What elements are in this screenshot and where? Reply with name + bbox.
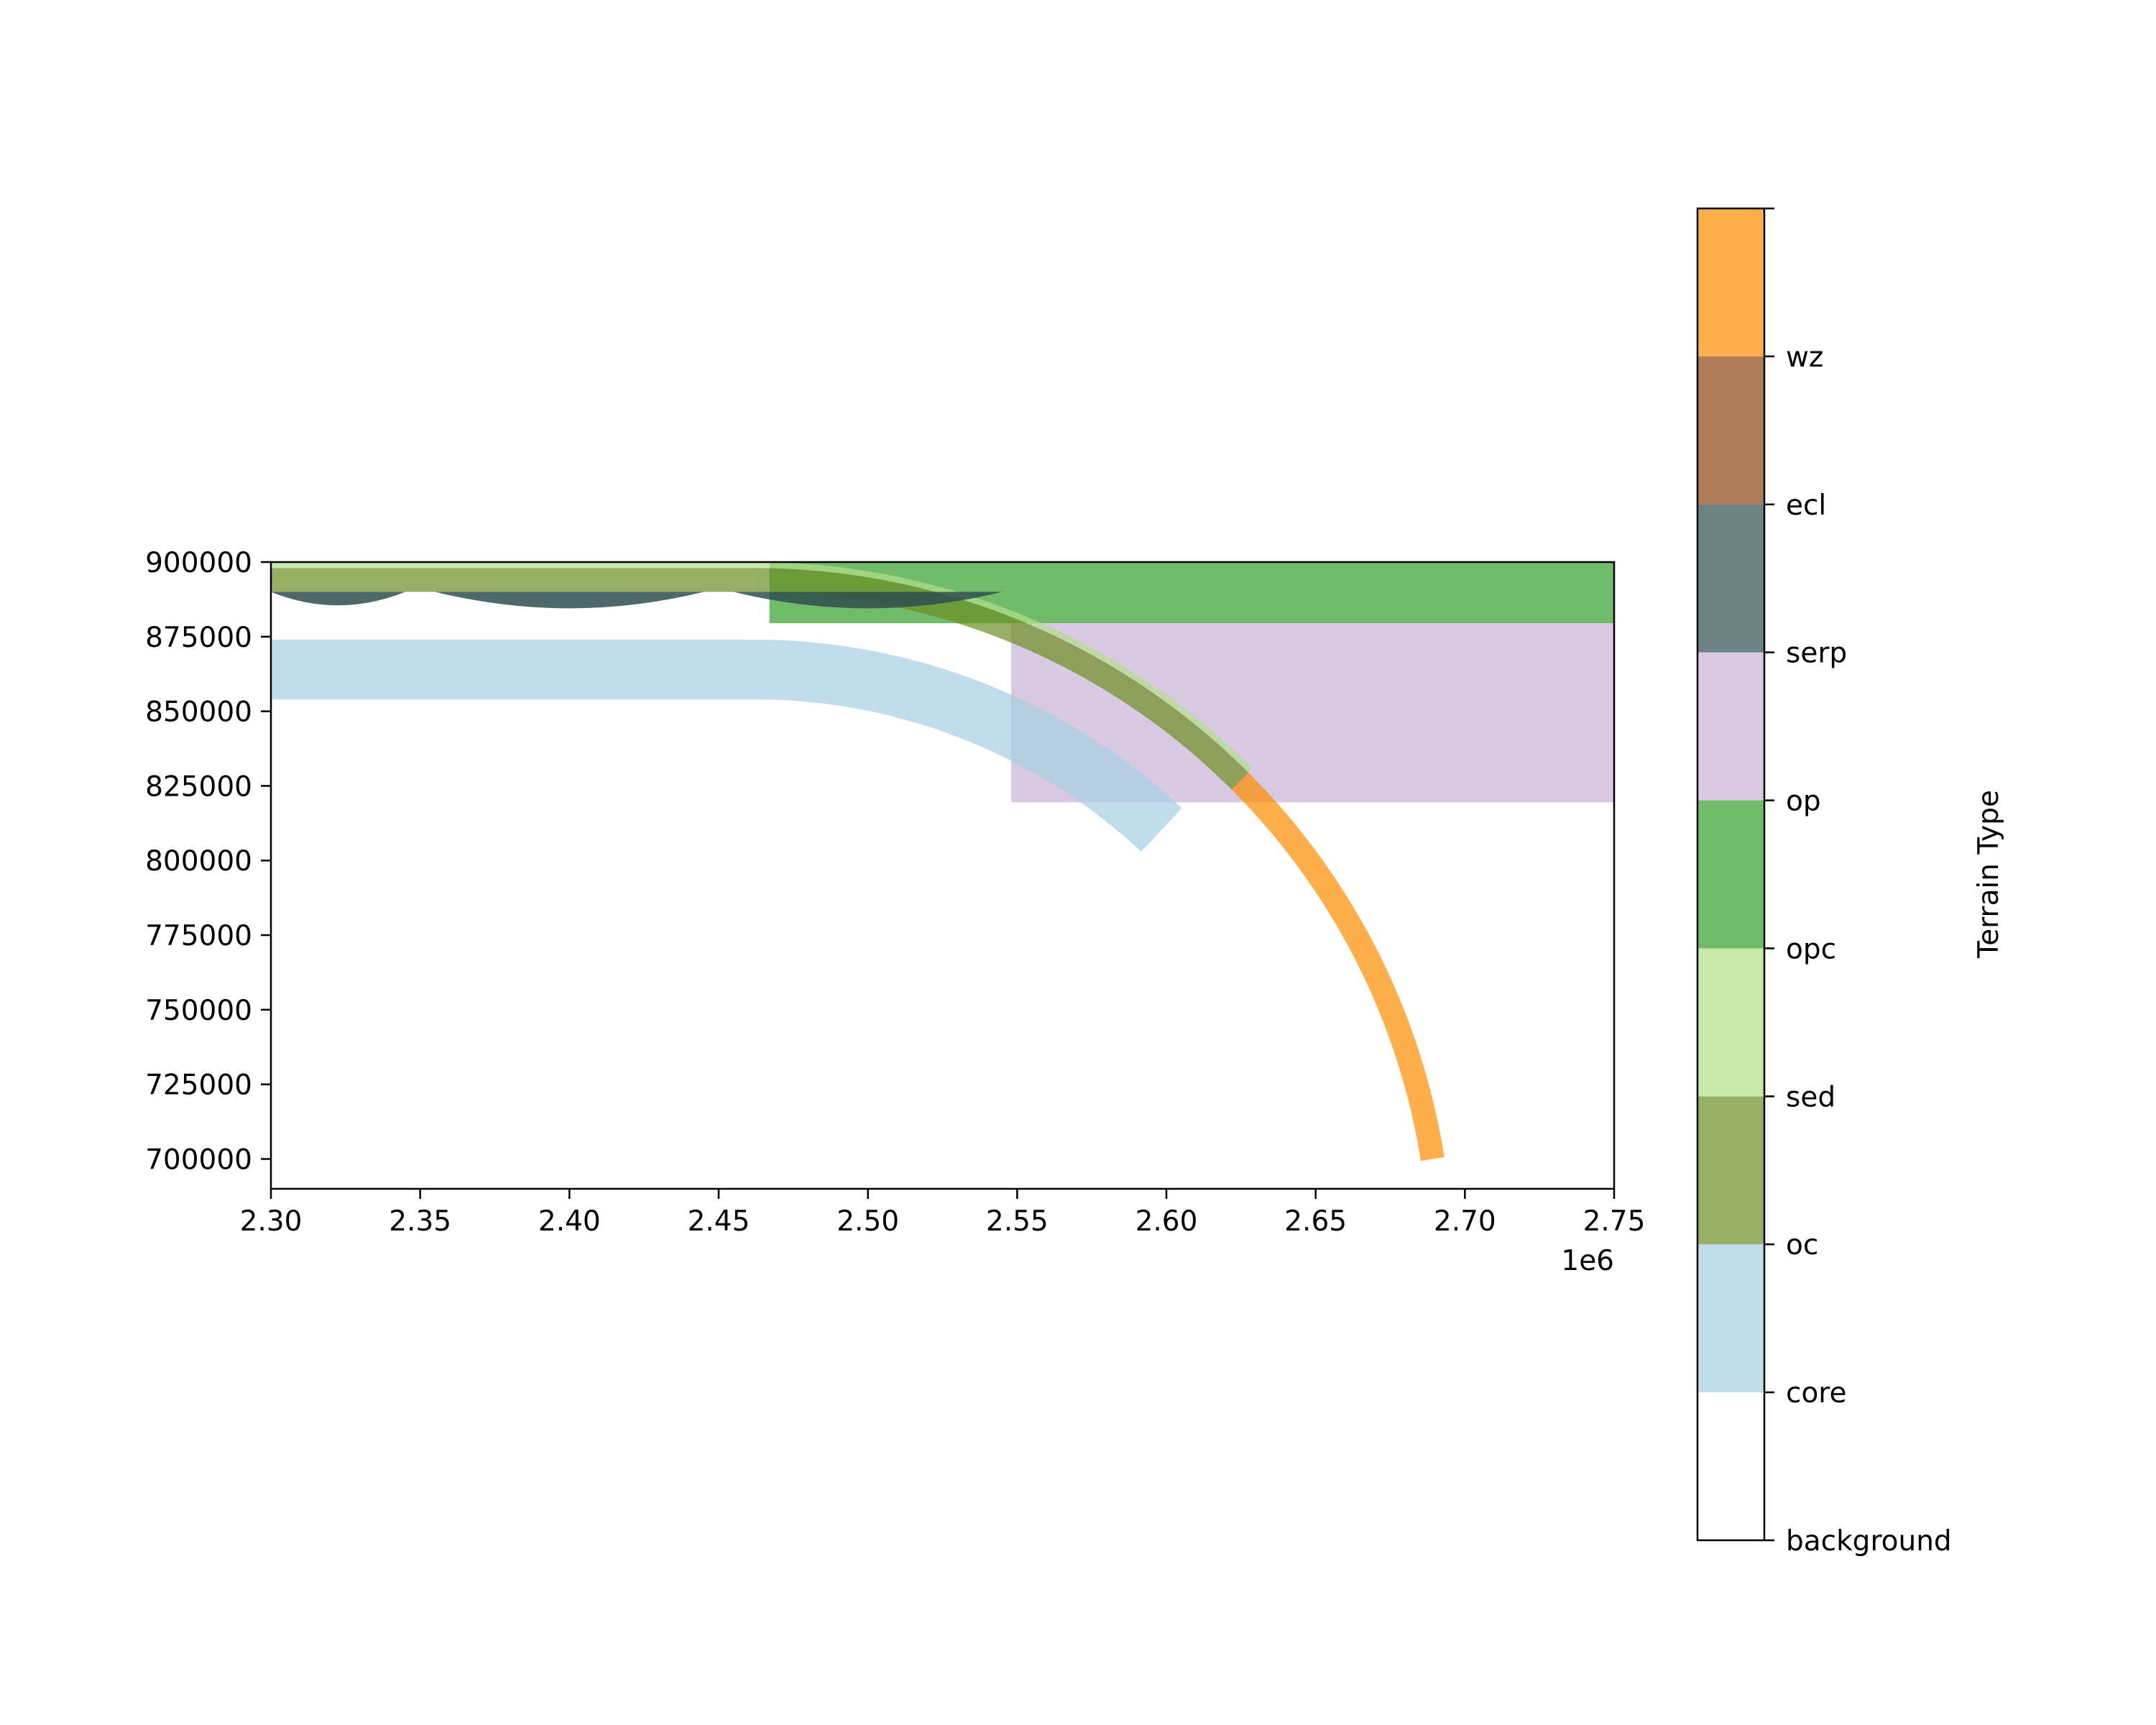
- y-tick-label: 700000: [145, 1144, 252, 1176]
- region-oc-straight-slab: [271, 568, 755, 592]
- colorbar-tick-label: sed: [1786, 1081, 1835, 1113]
- colorbar-swatch-sed: [1697, 948, 1764, 1097]
- y-tick-label: 750000: [145, 995, 252, 1027]
- colorbar-swatch-opc: [1697, 800, 1764, 949]
- y-tick-label: 900000: [145, 547, 252, 579]
- colorbar-frame: [1696, 207, 1766, 1542]
- x-tick-label: 2.30: [240, 1205, 303, 1238]
- x-tick-label: 2.55: [986, 1205, 1049, 1238]
- x-tick-label: 2.40: [538, 1205, 601, 1238]
- plot-frame: [270, 561, 1616, 1190]
- colorbar-tick-label: oc: [1786, 1229, 1818, 1261]
- colorbar-ticks: background core oc sed opc op serp ecl wz: [1764, 207, 1952, 1558]
- colorbar-tick-label: serp: [1786, 638, 1847, 670]
- colorbar-swatch-background: [1697, 1392, 1764, 1540]
- terrain-regions: [271, 562, 1614, 1162]
- colorbar-swatch-oc: [1697, 1096, 1764, 1245]
- region-core-arc: [754, 639, 1182, 852]
- colorbar-tick-label: ecl: [1786, 489, 1826, 522]
- x-offset-label: 1e6: [1561, 1245, 1614, 1277]
- colorbar-swatch-op: [1697, 652, 1764, 801]
- colorbar-tick-label: op: [1786, 786, 1821, 818]
- x-axis: 2.30 2.35 2.40 2.45 2.50 2.55 2.60 2.65 2.70 2.75: [240, 1189, 1646, 1238]
- y-tick-label: 725000: [145, 1070, 252, 1102]
- region-serp-serp-lens: [733, 592, 1003, 609]
- x-tick-label: 2.65: [1284, 1205, 1347, 1238]
- region-serp-serp-lens: [435, 592, 704, 609]
- x-tick-label: 2.75: [1583, 1205, 1646, 1238]
- colorbar-swatch-serp: [1697, 504, 1764, 653]
- colorbar-swatch-ecl: [1697, 356, 1764, 505]
- x-tick-label: 2.60: [1135, 1205, 1198, 1238]
- colorbar: background core oc sed opc op serp ecl wz Terrai…: [1696, 207, 2005, 1558]
- region-wz-arc: [1231, 772, 1445, 1162]
- x-tick-label: 2.50: [837, 1205, 899, 1238]
- x-tick-label: 2.45: [688, 1205, 750, 1238]
- colorbar-tick-label: opc: [1786, 933, 1836, 965]
- colorbar-tick-label: core: [1786, 1377, 1846, 1409]
- region-serp-serp-lens: [271, 592, 405, 606]
- y-tick-label: 875000: [145, 622, 252, 654]
- colorbar-swatches: [1697, 208, 1764, 1540]
- x-tick-label: 2.35: [389, 1205, 451, 1238]
- y-tick-label: 825000: [145, 770, 252, 803]
- y-tick-label: 775000: [145, 920, 252, 952]
- region-core-straight-slab: [271, 639, 755, 700]
- y-tick-label: 850000: [145, 696, 252, 729]
- y-axis: 700000 725000 750000 775000 800000 825000 8500…: [145, 547, 271, 1176]
- colorbar-swatch-core: [1697, 1244, 1764, 1393]
- region-sed-straight-slab: [271, 562, 755, 569]
- colorbar-tick-label: wz: [1786, 341, 1823, 374]
- plot-area: 2.30 2.35 2.40 2.45 2.50 2.55 2.60 2.65 2.70 2.75…: [145, 547, 1645, 1277]
- y-tick-label: 800000: [145, 845, 252, 878]
- colorbar-title: Terrain Type: [1973, 790, 2005, 959]
- colorbar-swatch-wz: [1697, 208, 1764, 356]
- colorbar-tick-label: background: [1786, 1525, 1952, 1558]
- region-oc-arc: [754, 568, 1249, 790]
- x-tick-label: 2.70: [1434, 1205, 1496, 1238]
